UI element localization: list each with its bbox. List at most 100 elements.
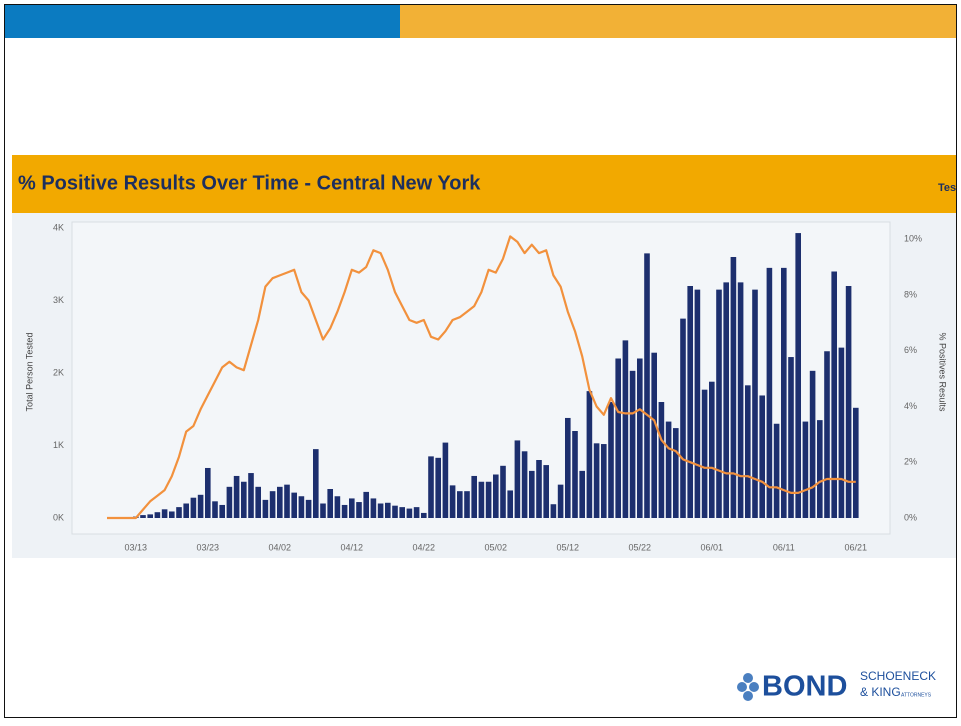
bar <box>154 512 161 518</box>
bar <box>723 282 729 518</box>
bar <box>759 395 765 518</box>
bar <box>413 507 420 518</box>
bar <box>248 473 254 518</box>
bar <box>507 490 513 518</box>
x-tick-label: 03/23 <box>197 542 220 552</box>
bar <box>687 286 693 518</box>
bar <box>241 481 247 518</box>
bar <box>392 505 398 518</box>
bar <box>255 486 261 518</box>
bar <box>269 491 276 518</box>
y-tick-label: 2K <box>53 367 64 377</box>
bar <box>802 421 809 518</box>
y2-tick-label: 8% <box>904 289 917 299</box>
bar <box>370 498 377 518</box>
bar <box>608 402 614 518</box>
bar <box>593 443 600 518</box>
bar <box>845 286 852 518</box>
bar <box>680 318 686 518</box>
bar <box>478 481 485 518</box>
bar <box>341 504 348 518</box>
bar <box>817 420 823 518</box>
logo-icon <box>737 673 759 701</box>
y2-tick-label: 2% <box>904 457 917 467</box>
bar <box>449 485 456 518</box>
bar <box>536 460 542 518</box>
bar <box>831 271 837 518</box>
bar <box>334 496 341 518</box>
bar <box>377 503 384 518</box>
bar <box>824 351 830 518</box>
bar <box>406 508 413 518</box>
bar <box>644 253 650 518</box>
bar <box>464 491 470 518</box>
bar <box>262 499 269 518</box>
bar <box>421 512 427 518</box>
bar <box>694 289 701 518</box>
bar <box>349 498 355 518</box>
x-tick-label: 04/02 <box>269 542 292 552</box>
bar <box>781 267 787 518</box>
bar <box>730 257 737 518</box>
bar <box>327 489 333 518</box>
y2-axis-title: % Positives Results <box>938 332 948 412</box>
bar <box>579 470 585 518</box>
bar <box>622 340 629 518</box>
logo-brand: BOND <box>762 671 847 703</box>
x-tick-label: 05/22 <box>629 542 652 552</box>
y-tick-label: 1K <box>53 440 64 450</box>
bar <box>565 417 571 518</box>
bar <box>673 428 679 518</box>
y-tick-label: 0K <box>53 512 64 522</box>
bar <box>543 465 549 518</box>
bar <box>701 389 708 518</box>
bar <box>766 267 773 518</box>
bar <box>176 507 182 518</box>
bar <box>363 491 369 518</box>
y2-tick-label: 6% <box>904 345 917 355</box>
bar <box>399 507 405 518</box>
line <box>107 235 856 520</box>
bar <box>637 358 643 518</box>
x-tick-label: 03/13 <box>125 542 148 552</box>
bar <box>435 457 441 518</box>
header-cut-text: Tes <box>938 182 956 194</box>
logo-line3: ATTORNEYS <box>901 692 932 698</box>
top-bar-orange <box>400 5 956 38</box>
y-tick-label: 3K <box>53 295 64 305</box>
bar <box>809 370 816 518</box>
bar <box>500 465 506 518</box>
bar <box>514 440 521 518</box>
bar <box>629 370 636 518</box>
bar <box>838 347 845 518</box>
y2-tick-label: 10% <box>904 234 922 244</box>
bar <box>745 385 751 518</box>
x-tick-label: 05/02 <box>485 542 508 552</box>
x-tick-label: 05/12 <box>557 542 580 552</box>
bar <box>442 442 449 518</box>
bar <box>550 504 557 518</box>
bar <box>716 289 722 518</box>
bar <box>557 484 564 518</box>
bar <box>529 470 535 518</box>
bar <box>298 496 305 518</box>
bar <box>651 352 657 518</box>
bar <box>320 503 326 518</box>
bar <box>773 423 780 518</box>
bar <box>356 502 362 518</box>
bar <box>169 511 175 518</box>
bar <box>183 503 189 518</box>
bar <box>428 456 434 518</box>
x-tick-label: 06/01 <box>701 542 724 552</box>
bar <box>385 502 391 518</box>
y-tick-label: 4K <box>53 222 64 232</box>
bar <box>485 481 492 518</box>
plot: 0K 1K 2K 3K 4K 0% 2% 4% 6% 8% 10% 03/13 03/23 04/02 04… <box>53 222 922 552</box>
bar <box>140 515 146 518</box>
chart-title: % Positive Results Over Time - Central N… <box>18 172 481 194</box>
bar <box>572 431 578 518</box>
y2-tick-label: 0% <box>904 512 917 522</box>
bar <box>219 504 225 518</box>
bar <box>795 233 801 518</box>
